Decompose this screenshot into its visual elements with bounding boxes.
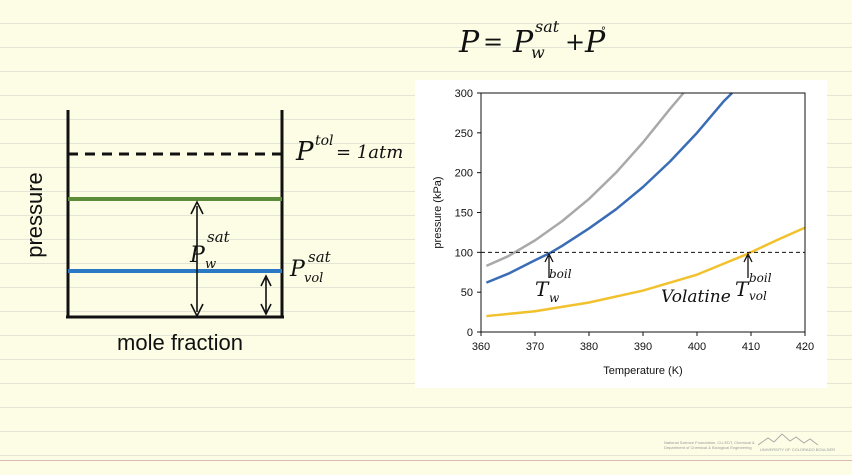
equation-lhs: P: [458, 25, 480, 60]
water-pressure-arrow: [190, 200, 204, 318]
water-sat-label: P: [189, 243, 206, 268]
y-tick-label: 250: [455, 128, 473, 140]
y-tick-label: 50: [461, 287, 473, 299]
axes-frame: [480, 92, 806, 333]
total-pressure-sup: tol: [315, 133, 334, 149]
footer-credit: National Science Foundation, CU-EDT, Che…: [664, 440, 755, 450]
series-line-2: [485, 92, 733, 284]
volatile-word: Volatine: [661, 287, 731, 307]
footer-university: UNIVERSITY OF COLORADO BOULDER: [760, 447, 836, 452]
x-tick-label: 400: [688, 341, 706, 353]
water-sat-sup: sat: [207, 228, 231, 246]
equation-equals: =: [483, 28, 503, 56]
x-tick-label: 380: [580, 341, 598, 353]
vol-boil-sub: vol: [749, 289, 767, 303]
x-tick-label: 420: [796, 341, 814, 353]
total-pressure-value: = 1atm: [336, 142, 403, 163]
water-boil-sup: boil: [549, 267, 572, 281]
equation-pw: P: [512, 25, 534, 60]
series-line-1: [485, 92, 685, 268]
vapor-pressure-chart: 0 50 100 150 200 250 300 360 370 380 390 400 410 420…: [432, 88, 814, 377]
vol-sat-sub: vol: [304, 271, 323, 286]
footer-credit-line1: National Science Foundation, CU-EDT, Che…: [664, 440, 755, 445]
vol-boil-arrow: [743, 252, 753, 278]
equation-pw-sup: sat: [535, 17, 560, 36]
diagram-ylabel: pressure: [22, 172, 47, 258]
chart-xlabel: Temperature (K): [603, 365, 682, 377]
vol-sat-sup: sat: [308, 248, 332, 266]
vol-boil-label: T: [735, 277, 750, 301]
equation-plus: +: [565, 28, 585, 56]
footer-credit-line2: Department of Chemical & Biological Engi…: [664, 445, 752, 450]
volatile-pressure-arrow: [260, 274, 272, 316]
total-pressure-label: P: [295, 137, 314, 167]
y-tick-label: 200: [455, 168, 473, 180]
pressure-diagram: pressure P w sat P vol sat P tol = 1atm …: [22, 110, 403, 355]
mountain-logo-icon: [758, 433, 818, 446]
diagram-xlabel: mole fraction: [117, 330, 243, 355]
chart-annotations: T boil w Volatine T boil vol: [535, 252, 772, 307]
chart-panel: 0 50 100 150 200 250 300 360 370 380 390 400 410 420…: [415, 80, 827, 388]
water-boil-sub: w: [549, 291, 560, 305]
x-tick-label: 360: [472, 341, 490, 353]
water-sat-sub: w: [205, 257, 216, 272]
vol-sat-label: P: [289, 257, 306, 282]
equation-pw-sub: w: [531, 43, 545, 62]
series-line-3: [486, 226, 806, 318]
y-tick-label: 150: [455, 208, 473, 220]
equation: P = P w sat + P °: [458, 17, 606, 62]
y-tick-label: 300: [455, 88, 473, 100]
x-tick-label: 370: [526, 341, 544, 353]
water-boil-arrow: [544, 252, 554, 278]
chart-ylabel: pressure (kPa): [432, 176, 444, 248]
y-tick-label: 0: [467, 327, 473, 339]
equation-p2: P: [584, 25, 606, 60]
vol-boil-sup: boil: [749, 271, 772, 285]
x-tick-label: 410: [742, 341, 760, 353]
water-boil-label: T: [535, 277, 550, 301]
y-tick-label: 100: [455, 247, 473, 259]
x-tick-label: 390: [634, 341, 652, 353]
equation-p2-sup: °: [601, 26, 606, 37]
notebook-margin-line: [0, 460, 852, 461]
